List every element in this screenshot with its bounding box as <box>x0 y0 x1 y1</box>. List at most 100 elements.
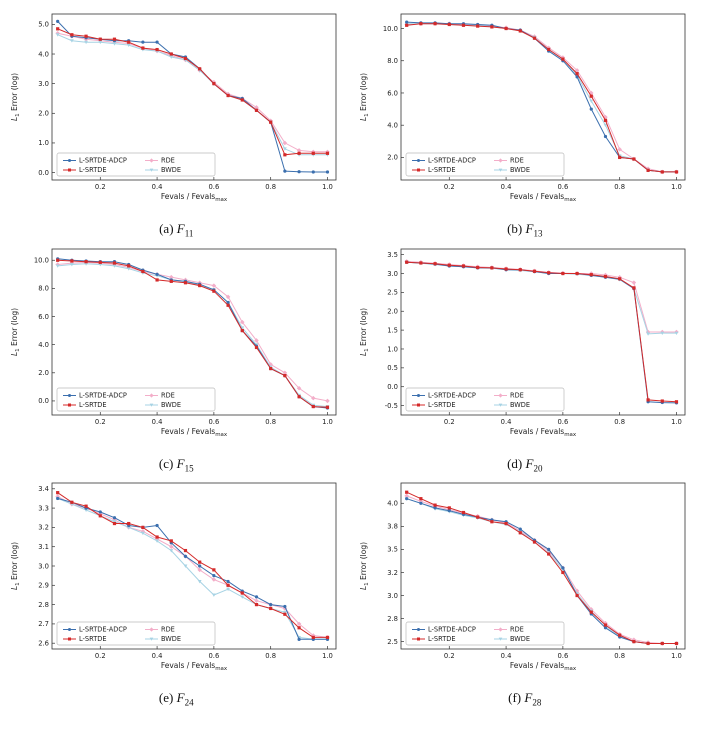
convergence-plot-24: 0.2 0.4 0.6 0.8 1.0 2.6 2.7 2.8 2.9 3.0 3.1 3.2 3.3 3… <box>10 482 337 672</box>
x-tick-label: 0.6 <box>557 183 568 191</box>
x-tick-label: 0.8 <box>614 418 625 426</box>
y-axis-label: L1 Error (log) <box>359 73 370 121</box>
plot-frame <box>400 248 686 415</box>
y-tick-label: 0.0 <box>38 169 49 177</box>
series-l-srtde <box>404 260 678 403</box>
x-tick-label: 0.4 <box>500 183 511 191</box>
x-tick-label: 1.0 <box>671 652 682 660</box>
y-axis-label: L1 Error (log) <box>10 73 21 121</box>
chart-figure-f15: 0.2 0.4 0.6 0.8 1.0 0.0 2.0 4.0 6.0 8.0 10.0 Fevals… <box>2 243 351 474</box>
legend-label: L-SRTDE-ADCP <box>428 157 476 165</box>
series-l-srtde <box>404 490 678 646</box>
y-tick-label: 2.9 <box>38 582 49 590</box>
series-l-srtde-adcp <box>56 256 330 410</box>
legend-label: L-SRTDE-ADCP <box>79 157 127 165</box>
figure-caption: (d) F20 <box>507 455 543 474</box>
figure-caption: (e) F24 <box>158 690 194 708</box>
chart-figure-f13: 0.2 0.4 0.6 0.8 1.0 2.0 4.0 6.0 8.0 10.0 Fevals / … <box>351 8 700 239</box>
y-tick-label: 8.0 <box>387 57 398 65</box>
x-tick-label: 1.0 <box>671 418 682 426</box>
x-tick-label: 0.6 <box>557 418 568 426</box>
y-tick-label: 4.0 <box>38 341 49 349</box>
series-bwde <box>56 497 330 642</box>
y-tick-label: 3.1 <box>38 543 49 551</box>
legend-label: L-SRTDE <box>428 401 456 409</box>
series-rde <box>404 258 679 334</box>
y-tick-label: 8.0 <box>38 284 49 292</box>
x-axis-label: Fevals / Fevalsmax <box>161 427 228 438</box>
legend-label: RDE <box>510 626 524 634</box>
x-tick-label: 0.2 <box>444 418 455 426</box>
plot-frame <box>400 13 686 181</box>
legend-label: BWDE <box>510 401 530 409</box>
series-l-srtde <box>56 27 330 157</box>
x-tick-label: 0.4 <box>500 652 511 660</box>
x-tick-label: 0.2 <box>444 183 455 191</box>
x-tick-label: 0.6 <box>209 418 220 426</box>
y-tick-label: 2.0 <box>38 110 49 118</box>
plot-frame <box>51 248 337 415</box>
x-axis-label: Fevals / Fevalsmax <box>510 192 577 203</box>
x-tick-label: 0.8 <box>266 183 277 191</box>
y-tick-label: 3.2 <box>387 569 398 577</box>
x-tick-label: 1.0 <box>322 183 333 191</box>
y-tick-label: 2.0 <box>38 369 49 377</box>
y-tick-label: 4.0 <box>38 50 49 58</box>
y-tick-label: 2.0 <box>387 154 398 162</box>
y-tick-label: 5.0 <box>38 21 49 29</box>
x-tick-label: 0.8 <box>266 652 277 660</box>
legend-label: BWDE <box>161 635 181 643</box>
series-l-srtde-adcp <box>404 260 678 405</box>
x-tick-label: 1.0 <box>322 652 333 660</box>
y-tick-label: 2.8 <box>38 601 49 609</box>
y-tick-label: 0.0 <box>38 397 49 405</box>
x-tick-label: 1.0 <box>671 183 682 191</box>
series-l-srtde <box>56 491 330 640</box>
x-tick-label: 0.4 <box>152 418 163 426</box>
y-tick-label: 2.5 <box>387 288 398 296</box>
y-tick-label: 2.0 <box>387 307 398 315</box>
series-l-srtde-adcp <box>56 497 330 642</box>
legend-label: L-SRTDE <box>428 166 456 174</box>
legend-label: RDE <box>161 157 175 165</box>
y-tick-label: 3.0 <box>387 269 398 277</box>
x-tick-label: 0.8 <box>266 418 277 426</box>
x-tick-label: 0.6 <box>209 652 220 660</box>
x-axis-label: Fevals / Fevalsmax <box>161 661 228 672</box>
y-axis-label: L1 Error (log) <box>359 308 370 356</box>
series-rde <box>55 31 330 155</box>
legend-label: L-SRTDE-ADCP <box>428 626 476 634</box>
y-tick-label: 3.0 <box>387 592 398 600</box>
y-tick-label: 3.0 <box>38 562 49 570</box>
chart-figure-f20: 0.2 0.4 0.6 0.8 1.0 -0.5 0.0 0.5 1.0 1.5 2.0 2.5 3.0… <box>351 243 700 474</box>
x-tick-label: 0.6 <box>557 652 568 660</box>
y-tick-label: 4.0 <box>387 500 398 508</box>
y-tick-label: 6.0 <box>387 89 398 97</box>
y-tick-label: 0.0 <box>387 383 398 391</box>
y-tick-label: 2.7 <box>38 620 49 628</box>
y-tick-label: 3.0 <box>38 80 49 88</box>
legend-label: BWDE <box>510 635 530 643</box>
y-tick-label: 1.0 <box>38 139 49 147</box>
legend-label: BWDE <box>161 401 181 409</box>
y-tick-label: 3.3 <box>38 505 49 513</box>
figure-caption: (c) F15 <box>158 455 194 474</box>
figure-caption: (f) F28 <box>508 690 542 708</box>
y-tick-label: 0.5 <box>387 364 398 372</box>
series-bwde <box>56 33 330 157</box>
y-tick-label: 3.4 <box>38 485 49 493</box>
series-l-srtde <box>404 22 678 174</box>
legend-label: L-SRTDE <box>79 401 107 409</box>
y-axis-label: L1 Error (log) <box>359 542 370 590</box>
legend-label: L-SRTDE <box>79 635 107 643</box>
y-axis-label: L1 Error (log) <box>10 542 21 590</box>
y-axis-label: L1 Error (log) <box>10 308 21 356</box>
y-tick-label: 2.5 <box>387 638 398 646</box>
y-tick-label: 3.5 <box>387 251 398 259</box>
x-tick-label: 0.4 <box>152 652 163 660</box>
y-tick-label: 6.0 <box>38 312 49 320</box>
convergence-plot-28: 0.2 0.4 0.6 0.8 1.0 2.5 2.8 3.0 3.2 3.5 3.8 4.0 Feva… <box>359 482 686 672</box>
